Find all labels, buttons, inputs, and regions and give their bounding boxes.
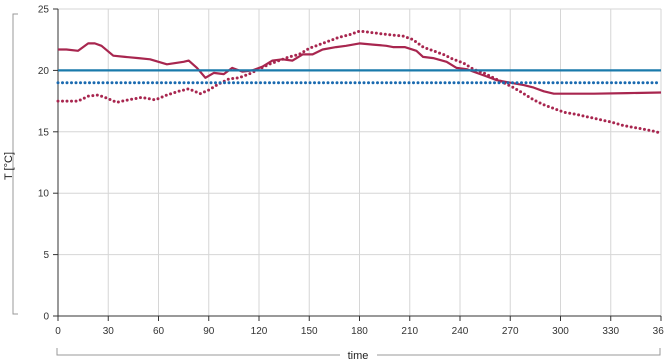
- series-lines: [56, 29, 663, 135]
- y-axis-title: T [°C]: [3, 152, 15, 180]
- x-tick-label: 90: [203, 326, 215, 337]
- x-axis-bracket-right: [377, 348, 661, 356]
- x-tick-label: 270: [502, 326, 519, 337]
- x-tick-label: 120: [251, 326, 268, 337]
- axes: [53, 8, 662, 321]
- y-tick-label: 25: [38, 5, 50, 16]
- y-tick-label: 5: [43, 250, 49, 261]
- x-axis-bracket-left: [56, 348, 340, 356]
- grid-lines: [58, 8, 662, 316]
- x-tick-label: 360: [653, 326, 664, 337]
- x-axis-title: time: [348, 350, 369, 362]
- x-tick-label: 210: [401, 326, 418, 337]
- y-tick-label: 10: [38, 189, 50, 200]
- y-tick-label: 15: [38, 127, 50, 138]
- x-tick-label: 30: [103, 326, 115, 337]
- x-tick-label: 0: [55, 326, 61, 337]
- x-tick-label: 180: [351, 326, 368, 337]
- x-tick-label: 240: [452, 326, 469, 337]
- x-tick-label: 150: [301, 326, 318, 337]
- tick-labels: 0 30 60 90 120 150 180 210 240 270 300 330 360 0 5 10 15…: [38, 5, 664, 338]
- x-tick-label: 330: [602, 326, 619, 337]
- axis-titles: T [°C] time: [3, 13, 661, 362]
- y-tick-label: 20: [38, 66, 50, 77]
- x-tick-label: 60: [153, 326, 165, 337]
- x-tick-label: 300: [552, 326, 569, 337]
- y-axis-bracket: [12, 13, 18, 315]
- y-tick-label: 0: [43, 312, 49, 323]
- series-line-2: [56, 29, 663, 135]
